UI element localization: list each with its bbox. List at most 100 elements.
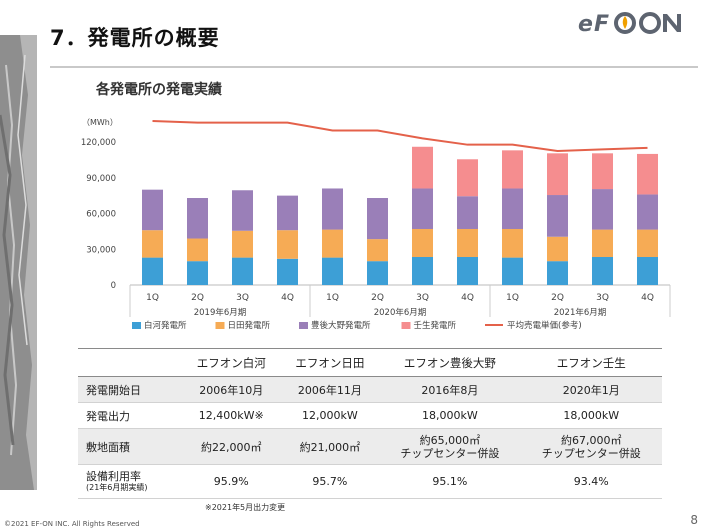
table-cell: 約65,000㎡ チップセンター併設 (379, 428, 521, 465)
table-cell: 93.4% (520, 464, 662, 499)
efon-logo: e F (578, 10, 698, 37)
x-tick-label: 3Q (416, 293, 429, 303)
column-header-hita: エフオン日田 (280, 348, 380, 377)
x-tick-label: 4Q (281, 293, 294, 303)
table-cell: 95.1% (379, 464, 521, 499)
column-header-bungo-ono: エフオン豊後大野 (379, 348, 521, 377)
bar-segment (367, 261, 388, 285)
title-divider (50, 66, 698, 68)
bar-segment (412, 256, 433, 285)
row-label-text: 設備利用率 (86, 470, 141, 483)
bar-segment (277, 195, 298, 231)
x-tick-label: 1Q (506, 293, 519, 303)
bar-segment (367, 239, 388, 262)
x-tick-label: 4Q (641, 293, 654, 303)
x-tick-label: 2Q (191, 293, 204, 303)
bar-segment (142, 189, 163, 231)
bar-segment (547, 261, 568, 285)
column-header-shirakawa: エフオン白河 (182, 348, 281, 377)
table-row: 発電出力 12,400kW※ 12,000kW 18,000kW 18,000k… (78, 402, 662, 429)
plant-overview-table: エフオン白河 エフオン日田 エフオン豊後大野 エフオン壬生 発電開始日 2006… (78, 348, 662, 499)
bar-segment (502, 257, 523, 285)
site-area-value: 約67,000㎡ (561, 433, 622, 447)
slide-title: 7．発電所の概要 (50, 26, 220, 50)
bar-segment (457, 159, 478, 197)
bar-segment (592, 229, 613, 257)
table-cell: 約22,000㎡ (182, 428, 281, 465)
bar-segment (457, 196, 478, 229)
year-group-label: 2021年6月期 (554, 307, 607, 318)
tree-bark-pattern (0, 35, 37, 490)
y-tick-label: 30,000 (86, 245, 116, 255)
row-sub-label: (21年6月期実績) (86, 483, 148, 492)
chart-title: 各発電所の発電実績 (96, 82, 222, 98)
x-tick-label: 2Q (551, 293, 564, 303)
bar-segment (232, 230, 253, 258)
bar-segment (187, 261, 208, 285)
bar-segment (592, 153, 613, 190)
bar-segment (502, 150, 523, 189)
year-group-label: 2019年6月期 (194, 307, 247, 318)
table-cell: 約67,000㎡ チップセンター併設 (520, 428, 662, 465)
table-cell: 2006年10月 (182, 376, 281, 403)
table-cell: 95.9% (182, 464, 281, 499)
svg-text:e: e (578, 12, 593, 36)
row-label-output: 発電出力 (78, 402, 182, 429)
x-tick-label: 2Q (371, 293, 384, 303)
table-cell: 12,400kW※ (182, 402, 281, 429)
table-cell: 95.7% (280, 464, 380, 499)
bar-segment (637, 153, 658, 195)
bar-segment (412, 188, 433, 229)
bar-segment (412, 146, 433, 189)
table-cell: 18,000kW (379, 402, 521, 429)
bar-segment (592, 256, 613, 285)
table-cell: 約21,000㎡ (280, 428, 380, 465)
bar-segment (187, 198, 208, 239)
bar-segment (322, 257, 343, 285)
bar-segment (457, 256, 478, 285)
page-number: 8 (690, 513, 698, 527)
legend-entry: 壬生発電所 (414, 320, 457, 331)
bar-segment (322, 229, 343, 258)
bar-segment (637, 194, 658, 230)
x-tick-label: 4Q (461, 293, 474, 303)
copyright: ©2021 EF-ON INC. All Rights Reserved (4, 520, 140, 528)
legend-swatch (215, 322, 225, 329)
bar-segment (637, 256, 658, 285)
y-tick-label: 60,000 (86, 210, 116, 220)
chip-center-note: チップセンター併設 (541, 446, 641, 460)
bar-segment (457, 228, 478, 257)
table-cell: 2006年11月 (280, 376, 380, 403)
legend-entry: 白河発電所 (144, 320, 187, 331)
svg-text:F: F (594, 12, 609, 36)
x-tick-label: 3Q (236, 293, 249, 303)
table-cell: 2020年1月 (520, 376, 662, 403)
legend-swatch (299, 322, 308, 329)
row-label-start-date: 発電開始日 (78, 376, 182, 403)
row-label-capacity-factor: 設備利用率 (21年6月期実績) (78, 464, 182, 499)
legend-entry: 日田発電所 (228, 320, 271, 331)
x-tick-label: 1Q (326, 293, 339, 303)
bar-segment (547, 195, 568, 237)
legend-swatch (401, 322, 411, 329)
bar-segment (322, 188, 343, 230)
table-row: 敷地面積 約22,000㎡ 約21,000㎡ 約65,000㎡ チップセンター併… (78, 428, 662, 465)
bar-segment (232, 190, 253, 231)
y-tick-label: 120,000 (81, 138, 116, 148)
bar-segment (502, 188, 523, 229)
bar-segment (592, 189, 613, 230)
column-header-mibu: エフオン壬生 (520, 348, 662, 377)
legend-entry: 豊後大野発電所 (311, 320, 371, 331)
table-row: 発電開始日 2006年10月 2006年11月 2016年8月 2020年1月 (78, 376, 662, 403)
bar-segment (142, 257, 163, 285)
y-axis-unit: （MWh） (82, 118, 118, 127)
table-cell: 12,000kW (280, 402, 380, 429)
bar-segment (502, 228, 523, 258)
legend-swatch (132, 322, 141, 329)
bar-segment (367, 198, 388, 240)
bar-segment (142, 230, 163, 258)
y-tick-label: 0 (111, 281, 116, 291)
year-group-label: 2020年6月期 (374, 307, 427, 318)
x-tick-label: 1Q (146, 293, 159, 303)
table-cell: 2016年8月 (379, 376, 521, 403)
